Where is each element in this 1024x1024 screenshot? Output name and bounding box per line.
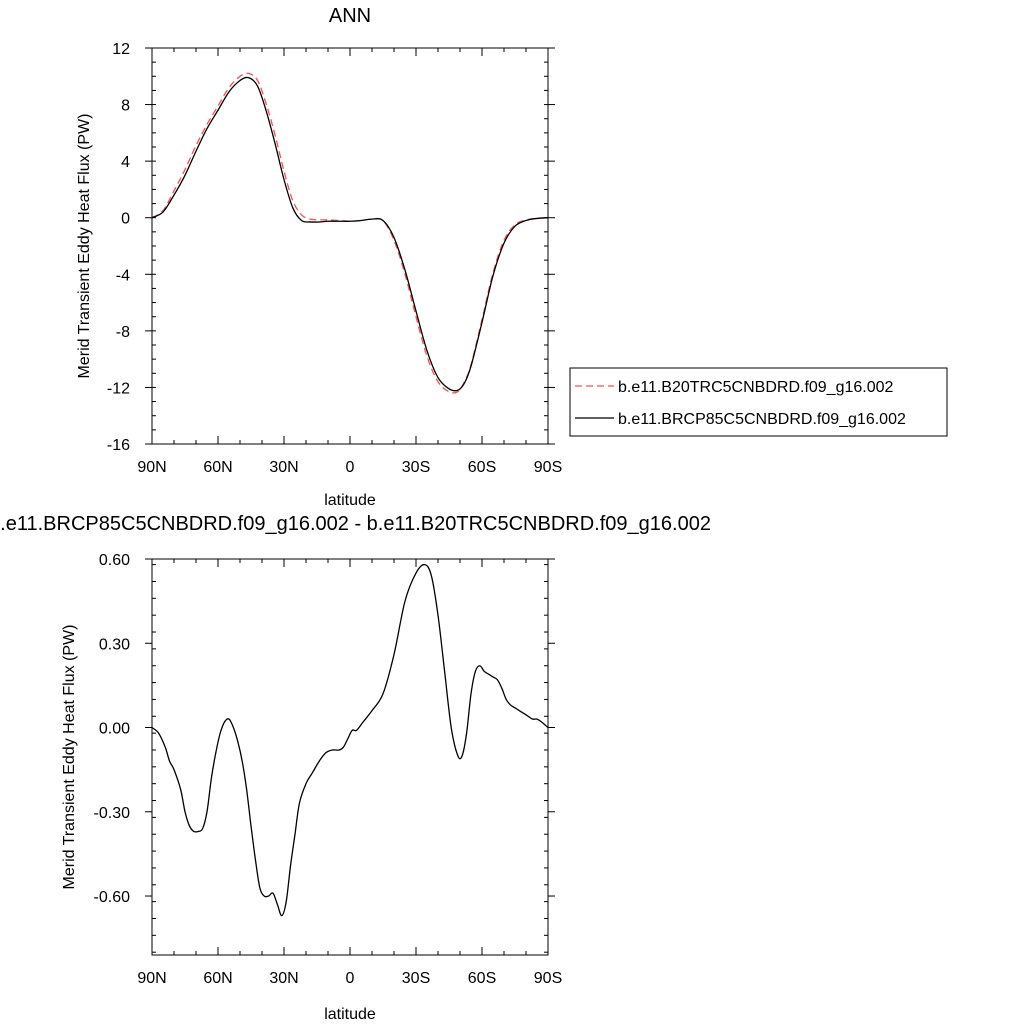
- y-tick-label: 12: [112, 41, 130, 58]
- x-tick-label: 60N: [203, 459, 232, 476]
- x-tick-label: 60S: [468, 970, 496, 987]
- bottom-chart: b.e11.BRCP85C5CNBDRD.f09_g16.002 - b.e11…: [0, 513, 711, 1023]
- top-y-axis-label: Merid Transient Eddy Heat Flux (PW): [76, 114, 93, 379]
- x-tick-label: 60N: [203, 970, 232, 987]
- y-tick-label: 0.60: [99, 552, 130, 569]
- bottom-chart-ticks: 90N 60N 30N 0 30S 60S 90S 0.60 0.30 0.00 -0.30 -0.6…: [94, 552, 563, 987]
- y-tick-label: -8: [116, 324, 130, 341]
- bottom-x-axis-label: latitude: [324, 1006, 376, 1023]
- top-x-axis-label: latitude: [324, 492, 376, 509]
- top-chart: ANN 90N 60N 30N 0 30S 60S 90S 12 8 4 0 -4 -8 -12 -16 l…: [76, 5, 948, 509]
- y-tick-label: -4: [116, 267, 130, 284]
- y-tick-label: 4: [121, 154, 130, 171]
- y-tick-label: 0.30: [99, 636, 130, 653]
- x-tick-label: 30S: [402, 970, 430, 987]
- top-plot-frame: [151, 47, 549, 445]
- x-tick-label: 90S: [534, 459, 562, 476]
- x-tick-label: 90N: [137, 970, 166, 987]
- y-tick-label: -16: [107, 437, 130, 454]
- bottom-chart-lines: [151, 563, 549, 917]
- bottom-chart-title: b.e11.BRCP85C5CNBDRD.f09_g16.002 - b.e11…: [0, 513, 711, 535]
- legend-label-rcp85: b.e11.BRCP85C5CNBDRD.f09_g16.002: [618, 411, 906, 428]
- top-chart-ticks: 90N 60N 30N 0 30S 60S 90S 12 8 4 0 -4 -8 -12 -16: [107, 41, 562, 476]
- y-tick-label: 0: [121, 211, 130, 228]
- bottom-y-axis-label: Merid Transient Eddy Heat Flux (PW): [61, 625, 78, 890]
- legend-label-historical: b.e11.B20TRC5CNBDRD.f09_g16.002: [618, 379, 894, 396]
- x-tick-label: 30N: [269, 970, 298, 987]
- y-tick-label: -0.60: [94, 889, 131, 906]
- top-chart-title: ANN: [329, 5, 371, 27]
- series-line-0-1: [151, 76, 549, 392]
- y-tick-label: 0.00: [99, 721, 130, 738]
- y-tick-label: -0.30: [94, 805, 131, 822]
- y-tick-label: -12: [107, 380, 130, 397]
- legend: b.e11.B20TRC5CNBDRD.f09_g16.002 b.e11.BR…: [569, 367, 948, 437]
- x-tick-label: 30N: [269, 459, 298, 476]
- top-chart-lines: [151, 72, 549, 394]
- series-line-1-0: [151, 563, 549, 917]
- bottom-plot-frame: [151, 558, 549, 956]
- y-tick-label: 8: [121, 98, 130, 115]
- x-tick-label: 0: [346, 970, 355, 987]
- x-tick-label: 60S: [468, 459, 496, 476]
- legend-box: [569, 367, 948, 437]
- x-tick-label: 90S: [534, 970, 562, 987]
- x-tick-label: 90N: [137, 459, 166, 476]
- x-tick-label: 0: [346, 459, 355, 476]
- x-tick-label: 30S: [402, 459, 430, 476]
